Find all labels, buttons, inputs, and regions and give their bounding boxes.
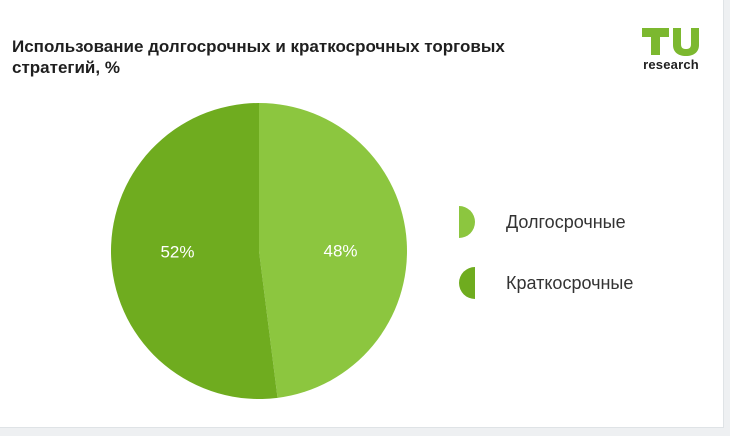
- pie-slice-0: [259, 103, 408, 398]
- legend-item-long-term: Долгосрочные: [458, 203, 633, 241]
- tu-logo-mark-icon: [642, 28, 699, 56]
- tu-research-logo: research: [636, 24, 706, 76]
- legend-item-short-term: Краткосрочные: [458, 264, 633, 302]
- chart-title: Использование долгосрочных и краткосрочн…: [12, 37, 505, 77]
- chart-card: Использование долгосрочных и краткосрочн…: [0, 0, 724, 428]
- pie-chart: 48% 52%: [111, 103, 408, 399]
- half-circle-left-icon: [459, 267, 475, 299]
- pie-slice-label-1: 52%: [160, 242, 194, 261]
- pie-slice-label-0: 48%: [324, 242, 358, 261]
- legend: Долгосрочные Краткосрочные: [458, 203, 633, 325]
- pie-slice-1: [111, 103, 278, 399]
- legend-label-long-term: Долгосрочные: [506, 211, 626, 232]
- logo-text: research: [643, 57, 699, 72]
- legend-label-short-term: Краткосрочные: [506, 272, 634, 293]
- pie-slices: [111, 103, 408, 399]
- half-circle-right-icon: [459, 206, 475, 238]
- pie-labels: 48% 52%: [160, 242, 357, 262]
